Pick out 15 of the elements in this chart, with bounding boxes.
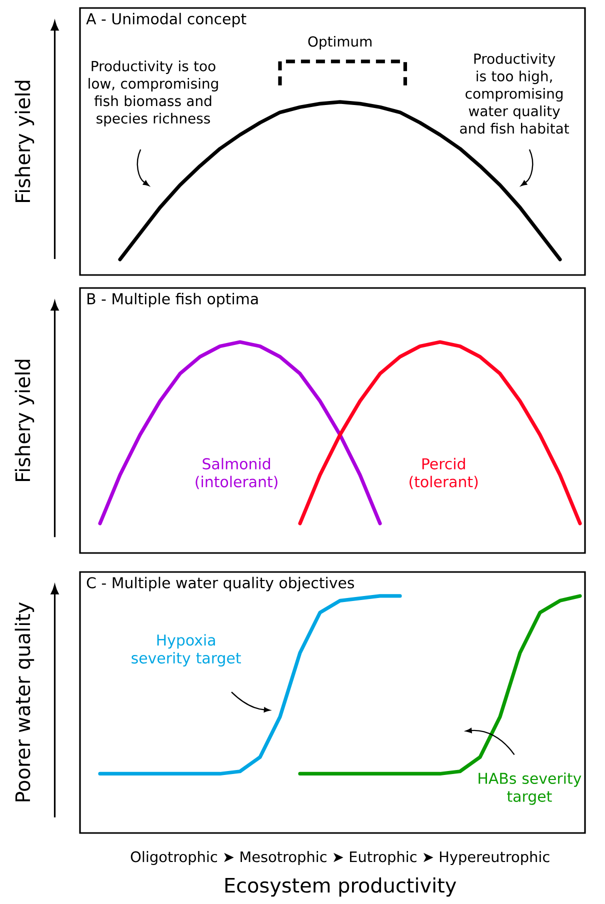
text: Salmonid (intolerant) — [196, 458, 278, 490]
chart-title: A - Unimodal concept — [86, 12, 246, 28]
series-label: HABs severity target — [478, 772, 582, 805]
x-axis-title: Ecosystem productivity — [225, 877, 456, 897]
y-axis-title: Fishery yield — [14, 80, 34, 202]
y-axis-title: Fishery yield — [14, 360, 34, 481]
text: Oligotrophic ➤ Mesotrophic ➤ Eutrophic ➤ Hypereutrophic — [130, 851, 550, 866]
chart-title: C - Multiple water quality objectives — [86, 576, 354, 592]
text: Percid (tolerant) — [410, 458, 478, 490]
chart-title: B - Multiple fish optima — [88, 292, 258, 308]
text: Optimum — [308, 36, 372, 50]
y-axis-title: Poorer water quality — [14, 602, 34, 802]
annotation: Productivity is too high, compromising water quality and fish habitat — [460, 53, 570, 134]
annotation: Productivity is too low, compromising fish biomass and species richness — [88, 60, 218, 126]
text: Hypoxia severity target — [132, 634, 241, 666]
